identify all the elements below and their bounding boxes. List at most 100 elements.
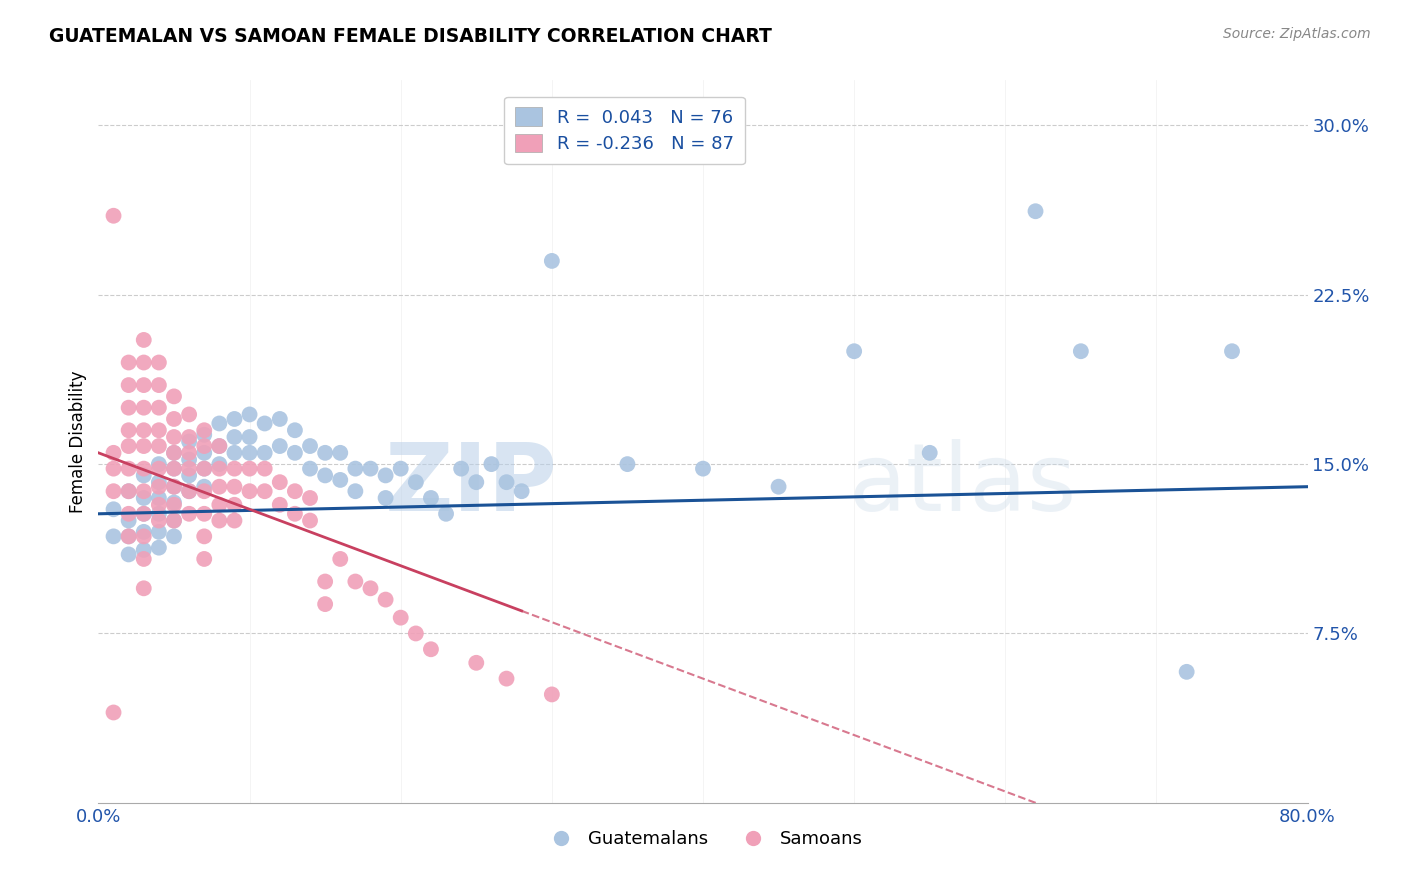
- Point: [193, 427, 215, 442]
- Point: [420, 491, 443, 505]
- Point: [510, 484, 533, 499]
- Point: [179, 408, 201, 422]
- Point: [118, 507, 141, 521]
- Point: [344, 484, 367, 499]
- Point: [163, 498, 186, 512]
- Point: [163, 495, 186, 509]
- Point: [148, 461, 170, 475]
- Point: [163, 446, 186, 460]
- Point: [208, 457, 231, 471]
- Point: [329, 446, 352, 460]
- Point: [344, 461, 367, 475]
- Point: [163, 480, 186, 494]
- Point: [253, 461, 276, 475]
- Point: [360, 461, 382, 475]
- Y-axis label: Female Disability: Female Disability: [69, 370, 87, 513]
- Point: [118, 355, 141, 369]
- Point: [148, 491, 170, 505]
- Point: [132, 461, 155, 475]
- Point: [208, 439, 231, 453]
- Point: [193, 552, 215, 566]
- Point: [193, 529, 215, 543]
- Point: [253, 484, 276, 499]
- Point: [179, 461, 201, 475]
- Point: [193, 461, 215, 475]
- Point: [208, 498, 231, 512]
- Point: [179, 434, 201, 449]
- Point: [148, 524, 170, 539]
- Point: [118, 484, 141, 499]
- Point: [148, 378, 170, 392]
- Point: [208, 480, 231, 494]
- Point: [314, 446, 336, 460]
- Point: [179, 430, 201, 444]
- Point: [193, 446, 215, 460]
- Text: ZIP: ZIP: [385, 439, 558, 531]
- Point: [692, 461, 714, 475]
- Point: [193, 480, 215, 494]
- Point: [163, 389, 186, 403]
- Point: [389, 610, 412, 624]
- Point: [148, 475, 170, 490]
- Point: [132, 524, 155, 539]
- Point: [193, 423, 215, 437]
- Point: [405, 475, 427, 490]
- Text: atlas: atlas: [848, 439, 1077, 531]
- Point: [253, 417, 276, 431]
- Point: [132, 355, 155, 369]
- Point: [118, 423, 141, 437]
- Point: [208, 439, 231, 453]
- Point: [118, 529, 141, 543]
- Point: [118, 548, 141, 562]
- Point: [179, 484, 201, 499]
- Point: [1175, 665, 1198, 679]
- Point: [253, 446, 276, 460]
- Point: [148, 507, 170, 521]
- Point: [132, 439, 155, 453]
- Point: [314, 574, 336, 589]
- Point: [118, 514, 141, 528]
- Point: [118, 401, 141, 415]
- Point: [103, 209, 125, 223]
- Point: [148, 480, 170, 494]
- Point: [118, 461, 141, 475]
- Text: Source: ZipAtlas.com: Source: ZipAtlas.com: [1223, 27, 1371, 41]
- Point: [148, 423, 170, 437]
- Point: [389, 461, 412, 475]
- Point: [239, 408, 262, 422]
- Point: [450, 461, 472, 475]
- Point: [269, 498, 291, 512]
- Point: [224, 446, 246, 460]
- Point: [284, 446, 307, 460]
- Point: [132, 491, 155, 505]
- Point: [374, 491, 396, 505]
- Point: [163, 461, 186, 475]
- Point: [103, 446, 125, 460]
- Point: [132, 552, 155, 566]
- Point: [495, 672, 517, 686]
- Point: [103, 706, 125, 720]
- Point: [179, 484, 201, 499]
- Point: [132, 529, 155, 543]
- Point: [208, 514, 231, 528]
- Point: [163, 446, 186, 460]
- Point: [148, 514, 170, 528]
- Point: [374, 468, 396, 483]
- Point: [208, 417, 231, 431]
- Point: [405, 626, 427, 640]
- Point: [284, 484, 307, 499]
- Point: [269, 475, 291, 490]
- Point: [420, 642, 443, 657]
- Point: [118, 378, 141, 392]
- Point: [495, 475, 517, 490]
- Point: [208, 461, 231, 475]
- Point: [434, 507, 457, 521]
- Point: [1070, 344, 1092, 359]
- Point: [481, 457, 503, 471]
- Point: [132, 423, 155, 437]
- Point: [616, 457, 638, 471]
- Point: [193, 461, 215, 475]
- Point: [844, 344, 866, 359]
- Point: [132, 378, 155, 392]
- Point: [269, 439, 291, 453]
